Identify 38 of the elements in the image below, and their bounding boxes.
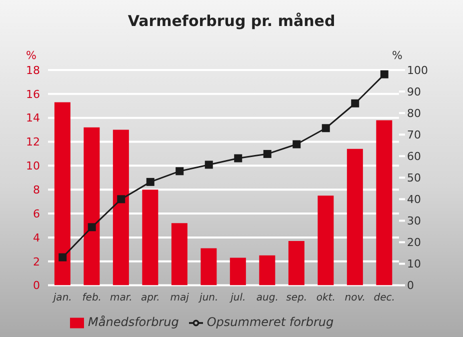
x-tick-label: nov. [344, 292, 366, 304]
y2-tick-label: 60 [407, 150, 421, 164]
y-tick-label: 10 [26, 160, 40, 173]
y2-tick-label: 80 [407, 106, 421, 120]
y2-tick-label: 0 [407, 279, 414, 292]
y2-tick-label: 20 [407, 236, 421, 250]
x-tick-label: okt. [316, 292, 336, 304]
y2-tick-label: 100 [407, 64, 428, 77]
y-tick-label: 16 [26, 88, 40, 101]
x-tick-label: jul. [228, 292, 246, 304]
y-tick-label: 8 [33, 184, 40, 197]
x-tick-label: maj [170, 292, 190, 304]
y-tick-label: 18 [26, 64, 40, 77]
y2-axis-title: % [392, 49, 402, 62]
legend-label: Månedsforbrug [88, 315, 179, 330]
y-tick-label: 6 [33, 207, 40, 220]
y2-tick-label: 70 [407, 128, 421, 142]
y-tick-label: 14 [26, 112, 40, 125]
y-tick-label: 2 [33, 255, 40, 268]
x-tick-label: jan. [51, 292, 72, 304]
y2-tick-label: 30 [407, 214, 421, 228]
x-tick-label: apr. [140, 292, 160, 304]
y2-tick-label: 90 [407, 85, 421, 98]
y2-tick-label: 50 [407, 172, 421, 185]
y2-tick-label: 40 [407, 193, 421, 206]
x-tick-label: jun. [198, 292, 218, 304]
y-tick-label: 4 [33, 231, 40, 244]
x-tick-label: dec. [374, 292, 395, 304]
x-tick-label: sep. [286, 292, 308, 304]
x-tick-label: mar. [110, 292, 132, 304]
x-tick-label: aug. [256, 292, 278, 304]
y2-tick-label: 10 [407, 258, 421, 271]
y-tick-label: 12 [26, 136, 40, 149]
chart-title: Varmeforbrug pr. måned [126, 12, 336, 30]
y-tick-label: 0 [33, 279, 40, 292]
x-tick-label: feb. [82, 292, 102, 304]
y-axis-title: % [26, 49, 36, 62]
legend-label: Opsummeret forbrug [206, 315, 334, 330]
